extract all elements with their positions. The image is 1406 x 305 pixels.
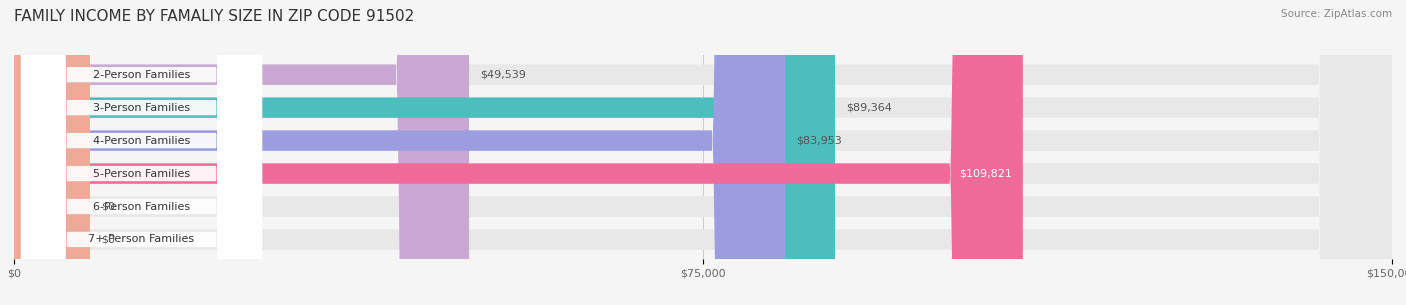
FancyBboxPatch shape (14, 0, 90, 305)
FancyBboxPatch shape (14, 0, 470, 305)
Text: $109,821: $109,821 (959, 169, 1012, 178)
FancyBboxPatch shape (21, 0, 262, 305)
Text: $89,364: $89,364 (846, 103, 891, 113)
Text: 2-Person Families: 2-Person Families (93, 70, 190, 80)
Text: 7+ Person Families: 7+ Person Families (89, 235, 194, 245)
Text: $83,953: $83,953 (796, 136, 842, 145)
FancyBboxPatch shape (14, 0, 1392, 305)
FancyBboxPatch shape (14, 0, 1392, 305)
Text: $49,539: $49,539 (479, 70, 526, 80)
Text: FAMILY INCOME BY FAMALIY SIZE IN ZIP CODE 91502: FAMILY INCOME BY FAMALIY SIZE IN ZIP COD… (14, 9, 415, 24)
FancyBboxPatch shape (14, 0, 1022, 305)
FancyBboxPatch shape (14, 0, 1392, 305)
FancyBboxPatch shape (21, 0, 262, 305)
FancyBboxPatch shape (14, 0, 835, 305)
Text: 6-Person Families: 6-Person Families (93, 202, 190, 211)
FancyBboxPatch shape (14, 0, 1392, 305)
FancyBboxPatch shape (14, 0, 1392, 305)
FancyBboxPatch shape (21, 0, 262, 305)
FancyBboxPatch shape (21, 0, 262, 305)
FancyBboxPatch shape (21, 0, 262, 305)
Text: $0: $0 (101, 235, 115, 245)
Text: 5-Person Families: 5-Person Families (93, 169, 190, 178)
FancyBboxPatch shape (14, 0, 1392, 305)
FancyBboxPatch shape (21, 0, 262, 305)
FancyBboxPatch shape (14, 0, 90, 305)
Text: Source: ZipAtlas.com: Source: ZipAtlas.com (1281, 9, 1392, 19)
Text: $0: $0 (101, 202, 115, 211)
Text: 4-Person Families: 4-Person Families (93, 136, 190, 145)
FancyBboxPatch shape (14, 0, 785, 305)
Text: 3-Person Families: 3-Person Families (93, 103, 190, 113)
